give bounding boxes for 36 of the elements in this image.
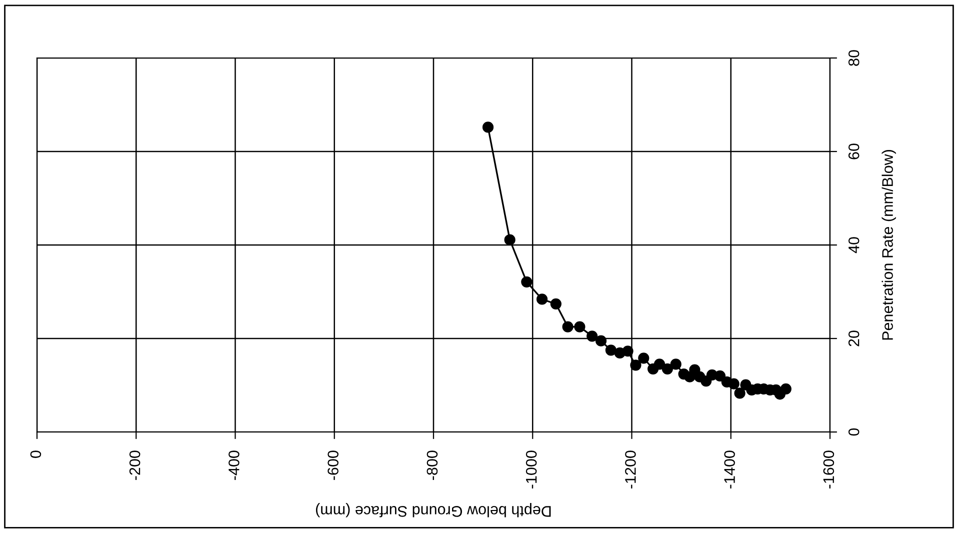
point — [630, 360, 642, 371]
point — [504, 234, 516, 246]
point — [536, 294, 548, 305]
x-axis-title: Depth below Ground Surface (mm) — [316, 503, 551, 518]
y-tick-label: 80 — [848, 50, 860, 66]
point — [734, 388, 746, 399]
point — [654, 358, 666, 370]
y-tick-label: 40 — [848, 237, 860, 254]
point — [521, 276, 532, 288]
y-tick-label: 60 — [848, 144, 860, 160]
point — [562, 321, 574, 332]
point — [574, 321, 586, 332]
x-tick-label: -200 — [129, 450, 140, 480]
y-tick-label: 0 — [848, 428, 860, 436]
x-tick-label: -1600 — [823, 450, 834, 488]
point — [605, 344, 616, 356]
x-tick-label: -1200 — [625, 450, 636, 488]
point — [662, 363, 673, 374]
x-tick-label: -400 — [228, 450, 240, 480]
point — [638, 352, 650, 364]
point — [550, 298, 562, 310]
y-tick-label: 20 — [848, 330, 860, 346]
point — [670, 358, 682, 370]
point — [622, 346, 634, 357]
point — [595, 335, 607, 346]
point — [586, 330, 598, 342]
x-tick-label: -1400 — [724, 450, 735, 488]
point — [780, 383, 792, 395]
point — [728, 378, 740, 390]
point — [714, 370, 726, 382]
x-tick-label: 0 — [30, 450, 42, 458]
point — [482, 122, 494, 133]
y-axis-title: Penetration Rate (mm/Blow) — [882, 150, 896, 340]
x-tick-label: -800 — [426, 450, 438, 480]
x-tick-label: -1000 — [526, 450, 537, 488]
x-tick-label: -600 — [328, 450, 338, 480]
